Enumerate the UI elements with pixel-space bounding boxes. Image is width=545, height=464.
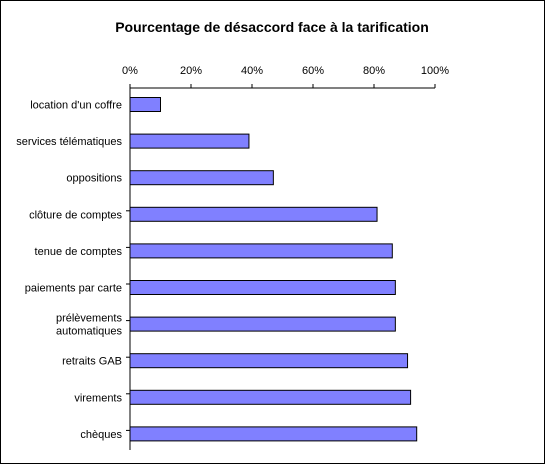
bar <box>129 133 250 149</box>
bar <box>129 97 161 112</box>
category-label: retraits GAB <box>62 356 122 368</box>
category-label: virements <box>74 392 122 404</box>
x-tick-label: 40% <box>241 65 263 77</box>
bar <box>129 170 274 186</box>
bar <box>129 389 412 405</box>
bar <box>129 206 378 222</box>
category-label: prélèvements automatiques <box>56 313 123 338</box>
category-label: oppositions <box>66 173 122 185</box>
category-label: paiements par carte <box>25 283 122 295</box>
bar <box>129 353 409 369</box>
bar <box>129 280 396 295</box>
x-tick-label: 60% <box>302 65 324 77</box>
bar <box>129 243 393 259</box>
x-tick-label: 80% <box>363 65 385 77</box>
x-axis: 0% 20% 40% 60% 80% 100% <box>122 65 449 89</box>
category-label: location d'un coffre <box>30 100 122 112</box>
category-label: tenue de comptes <box>35 246 123 258</box>
category-label: clôture de comptes <box>29 209 122 221</box>
category-label: services télématiques <box>16 136 122 148</box>
bars <box>129 97 418 442</box>
category-label: chèques <box>80 429 122 441</box>
chart-title: Pourcentage de désaccord face à la tarif… <box>115 19 429 35</box>
x-tick-label: 0% <box>122 65 138 77</box>
bar <box>129 316 396 332</box>
category-labels: location d'un coffre services télématique… <box>16 100 122 441</box>
bar <box>129 426 418 442</box>
x-tick-label: 20% <box>180 65 202 77</box>
x-tick-label: 100% <box>421 65 449 77</box>
y-axis <box>126 88 131 450</box>
